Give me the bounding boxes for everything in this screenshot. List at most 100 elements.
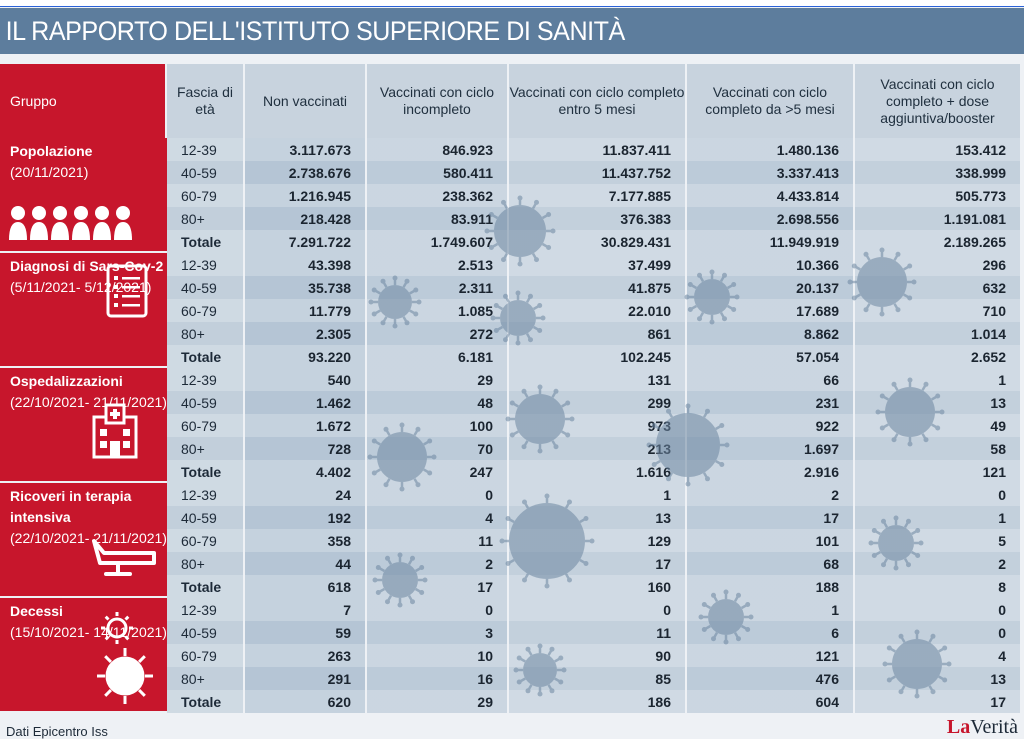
value-cell: 11.779 <box>245 299 367 322</box>
value-cell: 11.837.411 <box>509 138 687 161</box>
value-cell: 41.875 <box>509 276 687 299</box>
value-cell: 2 <box>855 552 1022 575</box>
value-cell: 4 <box>855 644 1022 667</box>
value-cell: 710 <box>855 299 1022 322</box>
value-cell: 121 <box>855 460 1022 483</box>
table-row: Diagnosi di Sars-Cov-2 (5/11/2021- 5/12/2… <box>0 253 1022 368</box>
value-cell: 101 <box>687 529 855 552</box>
group-label-cell: Diagnosi di Sars-Cov-2 (5/11/2021- 5/12/2… <box>0 253 167 368</box>
value-cell: 3.337.413 <box>687 161 855 184</box>
column-header-row: Gruppo Fascia di età Non vaccinati Vacci… <box>0 64 1022 138</box>
value-cell: 632 <box>855 276 1022 299</box>
value-cell: 186 <box>509 690 687 713</box>
top-border <box>0 0 1024 7</box>
age-band-12-39: 12-39 <box>167 253 245 276</box>
value-cell: 1.616 <box>509 460 687 483</box>
age-band-80-plus: 80+ <box>167 437 245 460</box>
value-cell: 973 <box>509 414 687 437</box>
value-cell: 2.189.265 <box>855 230 1022 253</box>
value-cell: 0 <box>855 483 1022 506</box>
value-cell: 7 <box>245 598 367 621</box>
group-period: (5/11/2021- 5/12/2021) <box>10 279 152 295</box>
data-table: Gruppo Fascia di età Non vaccinati Vacci… <box>0 64 1022 713</box>
value-cell: 17 <box>367 575 509 598</box>
age-band-12-39: 12-39 <box>167 483 245 506</box>
value-cell: 0 <box>367 598 509 621</box>
value-cell: 296 <box>855 253 1022 276</box>
value-cell: 20.137 <box>687 276 855 299</box>
publisher-logo: LaVerità <box>947 716 1018 739</box>
value-cell: 1.085 <box>367 299 509 322</box>
group-label-cell: Decessi (15/10/2021- 14/11/2021) <box>0 598 167 713</box>
value-cell: 10.366 <box>687 253 855 276</box>
value-cell: 17 <box>687 506 855 529</box>
value-cell: 0 <box>855 621 1022 644</box>
table-row: Popolazione (20/11/2021) 12-39 3.117.673 846… <box>0 138 1022 253</box>
value-cell: 476 <box>687 667 855 690</box>
age-band-12-39: 12-39 <box>167 138 245 161</box>
value-cell: 6 <box>687 621 855 644</box>
value-cell: 68 <box>687 552 855 575</box>
value-cell: 43.398 <box>245 253 367 276</box>
value-cell: 160 <box>509 575 687 598</box>
value-cell: 358 <box>245 529 367 552</box>
value-cell: 231 <box>687 391 855 414</box>
value-cell: 505.773 <box>855 184 1022 207</box>
col-header-incomplete: Vaccinati con ciclo incompleto <box>367 64 509 138</box>
value-cell: 5 <box>855 529 1022 552</box>
table-row: 80+ 2.305 272 861 8.862 1.014 <box>0 322 1022 345</box>
value-cell: 728 <box>245 437 367 460</box>
value-cell: 11.437.752 <box>509 161 687 184</box>
value-cell: 238.362 <box>367 184 509 207</box>
age-band-80-plus: 80+ <box>167 207 245 230</box>
group-title: Ospedalizzazioni <box>10 373 123 389</box>
value-cell: 6.181 <box>367 345 509 368</box>
table-row: 60-79 1.216.945 238.362 7.177.885 4.433.814 5… <box>0 184 1022 207</box>
value-cell: 7.177.885 <box>509 184 687 207</box>
value-cell: 0 <box>367 483 509 506</box>
value-cell: 11 <box>509 621 687 644</box>
col-header-group: Gruppo <box>0 64 167 138</box>
table-row: 40-59 2.738.676 580.411 11.437.752 3.337.413… <box>0 161 1022 184</box>
value-cell: 58 <box>855 437 1022 460</box>
table-row: 60-79 11.779 1.085 22.010 17.689 710 <box>0 299 1022 322</box>
value-cell: 10 <box>367 644 509 667</box>
value-cell: 604 <box>687 690 855 713</box>
value-cell: 8.862 <box>687 322 855 345</box>
value-cell: 1.672 <box>245 414 367 437</box>
value-cell: 13 <box>509 506 687 529</box>
group-period: (22/10/2021- 21/11/2021) <box>10 394 167 410</box>
group-label-cell: Ricoveri in terapia intensiva (22/10/2021… <box>0 483 167 598</box>
value-cell: 90 <box>509 644 687 667</box>
value-cell: 213 <box>509 437 687 460</box>
col-header-unvaccinated: Non vaccinati <box>245 64 367 138</box>
table-row: Ospedalizzazioni (22/10/2021- 21/11/2021)… <box>0 368 1022 483</box>
value-cell: 2.305 <box>245 322 367 345</box>
logo-prefix: La <box>946 716 971 738</box>
title-banner: IL RAPPORTO DELL'ISTITUTO SUPERIORE DI S… <box>0 8 1024 54</box>
group-label-cell: Popolazione (20/11/2021) <box>0 138 167 253</box>
value-cell: 272 <box>367 322 509 345</box>
value-cell: 29 <box>367 368 509 391</box>
age-band-80-plus: 80+ <box>167 322 245 345</box>
col-header-complete-over-5m: Vaccinati con ciclo completo da >5 mesi <box>687 64 855 138</box>
hospital-icon <box>90 403 140 464</box>
age-band-80-plus: 80+ <box>167 667 245 690</box>
value-cell: 93.220 <box>245 345 367 368</box>
age-band-60-79: 60-79 <box>167 529 245 552</box>
value-cell: 48 <box>367 391 509 414</box>
value-cell: 4 <box>367 506 509 529</box>
value-cell: 22.010 <box>509 299 687 322</box>
table-row: 80+ 218.428 83.911 376.383 2.698.556 1.191.08… <box>0 207 1022 230</box>
value-cell: 70 <box>367 437 509 460</box>
value-cell: 188 <box>687 575 855 598</box>
value-cell: 922 <box>687 414 855 437</box>
value-cell: 17 <box>855 690 1022 713</box>
value-cell: 1.480.136 <box>687 138 855 161</box>
value-cell: 580.411 <box>367 161 509 184</box>
value-cell: 24 <box>245 483 367 506</box>
value-cell: 620 <box>245 690 367 713</box>
age-band-40-59: 40-59 <box>167 276 245 299</box>
value-cell: 247 <box>367 460 509 483</box>
table-row: Totale 620 29 186 604 17 <box>0 690 1022 713</box>
